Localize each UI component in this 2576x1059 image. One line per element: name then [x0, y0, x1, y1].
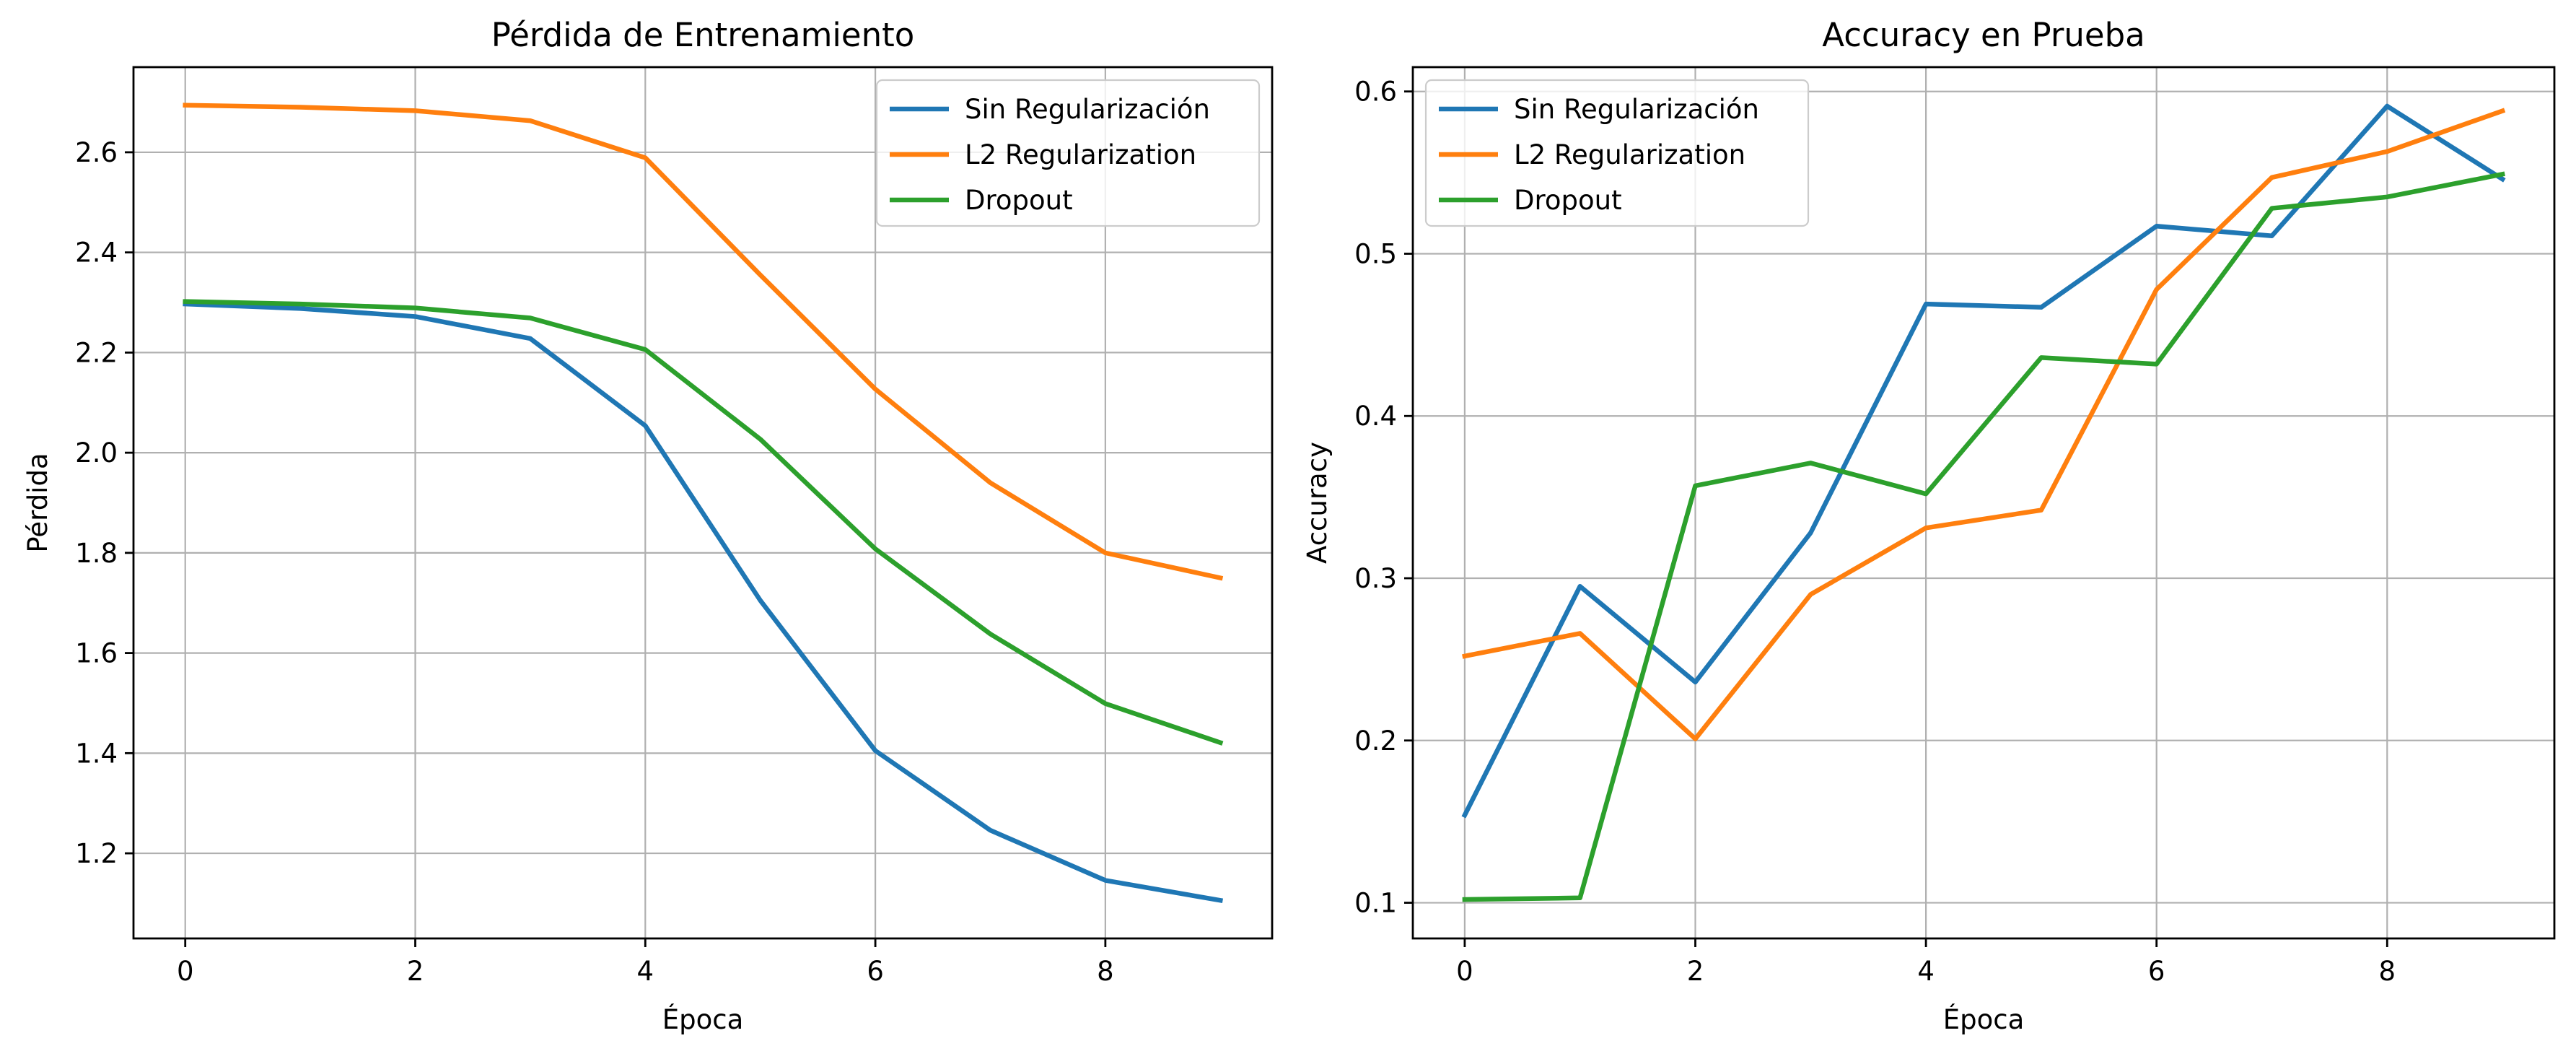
y-axis-label: Pérdida	[22, 453, 53, 552]
y-tick-label: 0.1	[1354, 888, 1397, 919]
legend-box	[875, 79, 1261, 227]
x-tick-label: 2	[1687, 956, 1704, 987]
accuracy-chart-panel: 0 2 4 6 8 0.1 0.2 0.3 0.4 0.5 0.6 Accuracy en Prueb…	[1302, 16, 2556, 1035]
x-tick-label: 4	[637, 956, 654, 987]
series-line-dropout	[1462, 171, 2505, 902]
chart-title: Pérdida de Entrenamiento	[491, 16, 915, 54]
legend-label: Sin Regularización	[965, 94, 1210, 125]
y-tick-label: 2.0	[75, 437, 118, 469]
y-tick-label: 0.5	[1354, 238, 1397, 269]
y-tick-label: 0.3	[1354, 563, 1397, 594]
x-tick-label: 2	[407, 956, 424, 987]
y-tick-label: 0.4	[1354, 401, 1397, 432]
x-tick-label: 0	[177, 956, 194, 987]
axes-frame	[1411, 66, 2556, 940]
y-tick-label: 2.4	[75, 237, 118, 269]
y-tick-label: 0.6	[1354, 77, 1397, 108]
y-tick-label: 1.6	[75, 638, 118, 669]
chart-title: Accuracy en Prueba	[1822, 16, 2145, 54]
y-axis-label: Accuracy	[1302, 442, 1333, 564]
series-line-l2-regularization	[183, 103, 1224, 581]
y-tick-label: 2.6	[75, 137, 118, 168]
series-line-sin-regularizaci-n	[1461, 103, 2506, 819]
series-line-dropout	[183, 299, 1224, 746]
y-tick-label: 2.2	[75, 337, 118, 368]
legend-label: L2 Regularization	[1514, 139, 1745, 170]
legend: Sin Regularización L2 Regularization Dropo…	[875, 79, 1261, 227]
y-tick-label: 1.8	[75, 538, 118, 569]
x-tick-label: 0	[1456, 956, 1473, 987]
x-tick-label: 6	[867, 956, 884, 987]
x-axis-label: Época	[662, 1003, 744, 1035]
legend: Sin Regularización L2 Regularization Dropo…	[1424, 79, 1810, 227]
y-tick-label: 1.2	[75, 838, 118, 869]
x-tick-label: 8	[1097, 956, 1114, 987]
legend-label: Sin Regularización	[1514, 94, 1759, 125]
loss-chart-panel: 0 2 4 6 8 1.2 1.4 1.6 1.8 2.0 2.2 2.4 2.6 Pérdida de …	[22, 16, 1274, 1035]
y-tick-label: 1.4	[75, 738, 118, 769]
x-tick-label: 8	[2379, 956, 2396, 987]
x-tick-label: 6	[2148, 956, 2165, 987]
legend-label: Dropout	[965, 185, 1073, 216]
legend-label: L2 Regularization	[965, 139, 1196, 170]
y-tick-label: 0.2	[1354, 725, 1397, 757]
axes-frame	[132, 66, 1274, 940]
x-tick-label: 4	[1917, 956, 1935, 987]
x-axis-label: Época	[1943, 1003, 2025, 1035]
legend-box	[1424, 79, 1810, 227]
legend-label: Dropout	[1514, 185, 1622, 216]
series-line-sin-regularizaci-n	[183, 301, 1224, 904]
